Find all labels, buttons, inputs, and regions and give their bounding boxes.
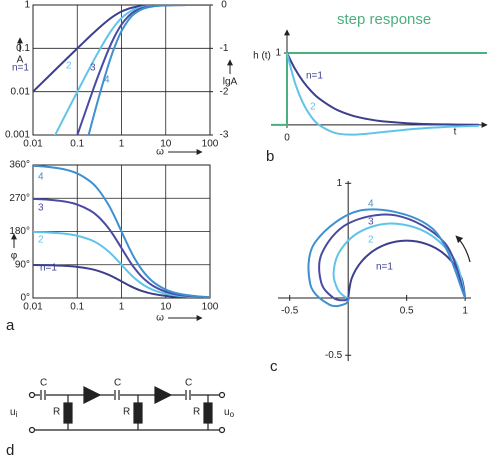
panel-label: b bbox=[266, 148, 274, 165]
series-label: n=1 bbox=[306, 71, 323, 82]
y-tick-label: 360° bbox=[9, 160, 30, 171]
series-label: 4 bbox=[104, 75, 110, 86]
y2-axis-label: lgA bbox=[223, 77, 238, 88]
input-label: ui bbox=[10, 407, 18, 419]
x-tick-label: 0.5 bbox=[400, 306, 414, 317]
y-tick-label: 0.1 bbox=[16, 43, 30, 54]
output-subscript: o bbox=[230, 410, 235, 419]
series-line bbox=[87, 5, 210, 135]
resistor-label: R bbox=[193, 407, 200, 418]
series-line bbox=[33, 230, 210, 298]
resistor-label: R bbox=[123, 407, 130, 418]
series-line bbox=[271, 52, 487, 126]
chart-title: step response bbox=[337, 11, 431, 28]
x-tick-label: 100 bbox=[202, 302, 219, 313]
series-label: 3 bbox=[368, 217, 374, 228]
series-line bbox=[318, 213, 467, 302]
panel-label: c bbox=[270, 358, 278, 375]
panel-label: a bbox=[6, 317, 15, 334]
y-tick-label: 0° bbox=[20, 293, 30, 304]
terminal bbox=[28, 426, 36, 434]
x-axis-label: ω bbox=[156, 147, 164, 158]
y2-tick-label: -2 bbox=[220, 86, 229, 97]
input-subscript: i bbox=[16, 410, 18, 419]
output-symbol: u bbox=[224, 407, 230, 418]
series-label: 2 bbox=[66, 61, 72, 72]
x-axis-label: t bbox=[454, 127, 457, 138]
panel-label: d bbox=[6, 442, 14, 458]
series-line bbox=[286, 52, 480, 136]
x-tick-label: 0.1 bbox=[70, 139, 84, 150]
series-line bbox=[33, 197, 210, 298]
series-label: n=1 bbox=[376, 262, 393, 273]
series-label: 2 bbox=[38, 235, 44, 246]
resistor bbox=[203, 402, 213, 424]
resistor bbox=[133, 402, 143, 424]
capacitor-label: C bbox=[40, 378, 47, 389]
y-tick-label: 270° bbox=[9, 193, 30, 204]
y-axis-label: h (t) bbox=[253, 51, 271, 62]
series-label: 2 bbox=[368, 235, 374, 246]
capacitor-label: C bbox=[114, 378, 121, 389]
y2-tick-label: -3 bbox=[220, 130, 229, 141]
series-line bbox=[307, 208, 467, 308]
terminal bbox=[218, 391, 226, 399]
y-axis-label: φ bbox=[11, 251, 18, 262]
resistor bbox=[63, 402, 73, 424]
capacitor-label: C bbox=[185, 378, 192, 389]
series-line bbox=[332, 222, 467, 299]
series-label: 2 bbox=[310, 102, 316, 113]
y-axis-label: A bbox=[17, 55, 24, 66]
terminal bbox=[218, 426, 226, 434]
series-label: 4 bbox=[368, 199, 374, 210]
x-tick-label: 0.01 bbox=[23, 139, 43, 150]
x-tick-label: -0.5 bbox=[281, 306, 299, 317]
y-tick-label: 1 bbox=[24, 0, 30, 11]
x-tick-label: 100 bbox=[202, 139, 219, 150]
x-tick-label: 10 bbox=[160, 302, 172, 313]
output-label: uo bbox=[224, 407, 235, 419]
circuit bbox=[28, 386, 226, 434]
x-axis-label: ω bbox=[156, 313, 164, 324]
x-tick-label: 1 bbox=[119, 139, 125, 150]
plot-frame bbox=[32, 164, 211, 299]
series-label: n=1 bbox=[12, 63, 29, 74]
y-tick-label: 1 bbox=[275, 48, 281, 59]
y-tick-label: -0.5 bbox=[325, 350, 343, 361]
y2-tick-label: 0 bbox=[221, 0, 227, 11]
y-tick-label: 0.01 bbox=[11, 86, 31, 97]
y-tick-label: 0.001 bbox=[5, 130, 30, 141]
series-label: 3 bbox=[38, 203, 44, 214]
input-symbol: u bbox=[10, 407, 16, 418]
terminal bbox=[28, 391, 36, 399]
direction-arrow bbox=[455, 235, 471, 263]
series-label: 3 bbox=[90, 63, 96, 74]
x-tick-label: 1 bbox=[462, 306, 468, 317]
y2-tick-label: -1 bbox=[220, 43, 229, 54]
resistor-label: R bbox=[53, 407, 60, 418]
chart: -0.5 0.5 1 -0.5 1 n=1 2 3 4 c bbox=[270, 178, 471, 375]
x-tick-label: 1 bbox=[119, 302, 125, 313]
series-line bbox=[33, 165, 210, 298]
series-label: n=1 bbox=[40, 263, 57, 274]
x-tick-label: 0 bbox=[284, 133, 290, 144]
x-tick-label: 10 bbox=[160, 139, 172, 150]
chart: 0 1 n=1 2 h (t) t step response b bbox=[253, 11, 488, 165]
x-tick-label: 0.01 bbox=[23, 302, 43, 313]
plot-frame bbox=[32, 4, 211, 136]
y-tick-label: 180° bbox=[9, 226, 30, 237]
chart: 0.01 0.1 1 10 100 0° 90° 180° 270° 360° n=1 2 3 4 φ ω a bbox=[6, 160, 219, 334]
series-line bbox=[33, 263, 210, 298]
amplifier bbox=[83, 386, 102, 404]
y-tick-label: 1 bbox=[337, 178, 343, 189]
x-tick-label: 0.1 bbox=[70, 302, 84, 313]
amplifier bbox=[154, 386, 173, 404]
series-line bbox=[286, 52, 480, 126]
series-label: 4 bbox=[38, 172, 44, 183]
y-tick-label: 90° bbox=[15, 259, 30, 270]
